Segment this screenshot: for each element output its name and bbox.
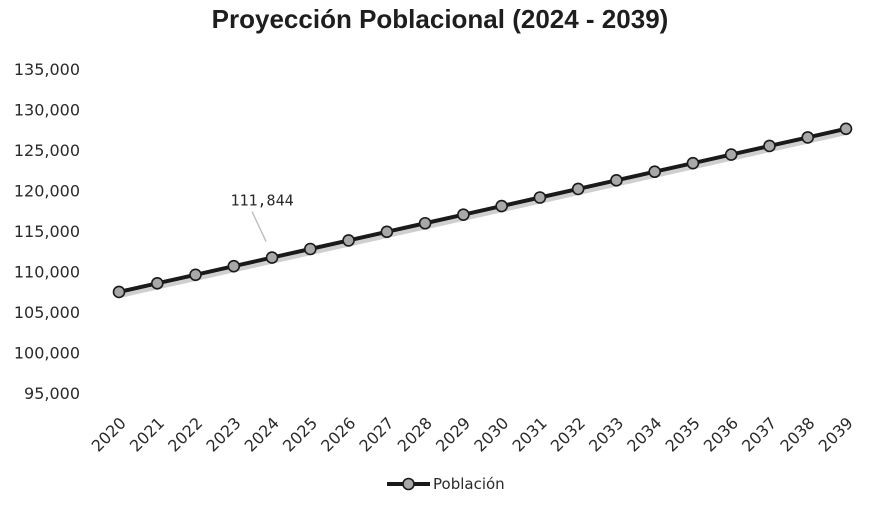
series-line (118, 126, 847, 294)
legend-label: Población (433, 475, 505, 493)
data-point (112, 285, 126, 299)
y-tick-label: 95,000 (24, 384, 80, 403)
data-point (342, 234, 355, 247)
data-point (189, 268, 202, 282)
x-tick-label: 2035 (662, 413, 704, 455)
data-point (648, 165, 661, 179)
data-point (686, 156, 700, 170)
x-tick-label: 2021 (126, 413, 168, 455)
data-point (763, 139, 776, 153)
data-point (724, 148, 738, 161)
x-tick-label: 2033 (585, 413, 627, 455)
data-point (801, 131, 815, 144)
x-tick-label: 2020 (88, 413, 130, 455)
x-tick-label: 2029 (432, 413, 474, 455)
data-label: 111,844 (230, 192, 293, 210)
data-point (839, 122, 853, 136)
x-tick-label: 2024 (241, 413, 283, 455)
x-tick-label: 2027 (355, 413, 397, 455)
x-tick-label: 2030 (470, 413, 512, 455)
x-tick-label: 2036 (700, 413, 742, 455)
legend-marker-swatch (402, 477, 415, 491)
y-tick-label: 100,000 (14, 344, 80, 363)
data-point (495, 199, 508, 213)
y-tick-label: 130,000 (14, 101, 80, 120)
data-point (227, 259, 241, 273)
data-point (457, 208, 470, 221)
data-point (610, 174, 623, 187)
y-tick-label: 135,000 (14, 60, 80, 79)
x-tick-label: 2039 (815, 413, 857, 455)
y-tick-label: 110,000 (14, 263, 80, 282)
data-point (418, 216, 432, 230)
y-tick-label: 105,000 (14, 303, 80, 322)
data-point (265, 251, 279, 264)
data-point (571, 182, 585, 196)
x-tick-label: 2028 (394, 413, 436, 455)
x-tick-label: 2025 (279, 413, 321, 455)
x-tick-label: 2022 (164, 413, 206, 455)
data-point (380, 225, 394, 239)
data-label-leader (251, 211, 267, 242)
series-line-shadow (119, 130, 848, 298)
data-point (150, 277, 164, 290)
y-tick-label: 115,000 (14, 222, 80, 241)
x-tick-label: 2032 (547, 413, 589, 455)
y-tick-label: 125,000 (14, 141, 80, 160)
data-point (533, 191, 547, 204)
chart-title: Proyección Poblacional (2024 - 2039) (211, 4, 669, 34)
x-tick-label: 2034 (623, 413, 665, 455)
y-tick-label: 120,000 (14, 182, 80, 201)
x-tick-label: 2031 (508, 413, 550, 455)
x-tick-label: 2037 (738, 413, 780, 455)
x-tick-label: 2038 (776, 413, 818, 455)
x-tick-label: 2026 (317, 413, 359, 455)
data-point (304, 242, 317, 256)
x-tick-label: 2023 (202, 413, 244, 455)
